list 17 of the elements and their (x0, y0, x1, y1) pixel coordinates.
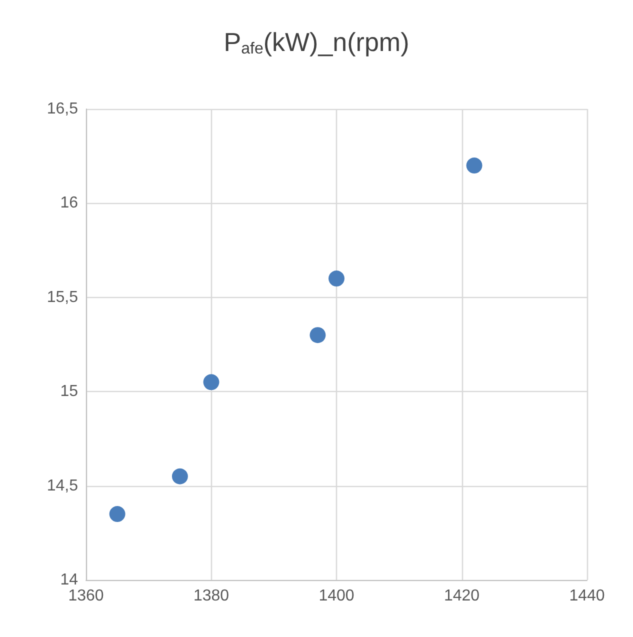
point (203, 374, 220, 390)
y-tick-label: 16 (60, 194, 78, 212)
y-tick-label: 15,5 (46, 288, 78, 306)
y-tick-label: 14,5 (46, 477, 78, 494)
x-tick-label: 1360 (68, 588, 104, 604)
y-tick-label: 15 (60, 383, 78, 400)
point (172, 468, 188, 484)
y-tick-label: 16,5 (46, 100, 78, 118)
point (310, 327, 326, 344)
point (328, 270, 344, 287)
point (466, 158, 482, 174)
x-tick-label: 1440 (569, 588, 605, 604)
x-tick-label: 1380 (193, 588, 230, 604)
x-tick-label: 1420 (444, 588, 480, 604)
y-tick-label: 14 (60, 572, 78, 588)
point (109, 506, 126, 522)
x-tick-label: 1400 (318, 588, 354, 604)
